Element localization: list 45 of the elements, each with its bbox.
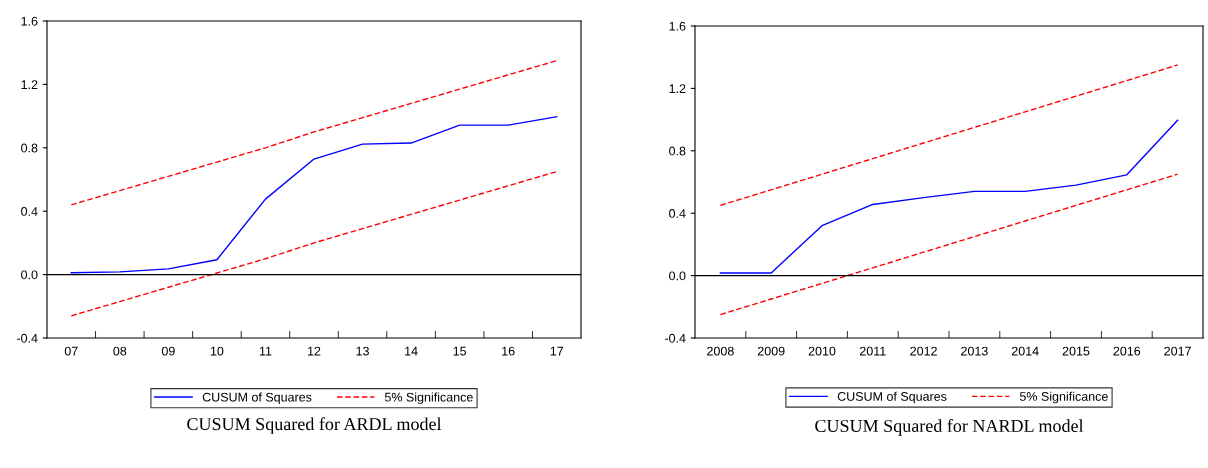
line-series [719, 173, 1179, 316]
line-series [70, 116, 558, 274]
y-tick-label: 1.6 [21, 16, 38, 26]
x-tick-label: 2008 [707, 346, 734, 356]
x-tick-label: 15 [453, 346, 467, 356]
x-tick-label: 2017 [1164, 346, 1191, 356]
line-series [70, 170, 558, 317]
y-tick-label: 0.4 [21, 207, 38, 216]
x-tick-label: 17 [550, 346, 564, 356]
line-series [70, 59, 558, 206]
text: CUSUM Squared for ARDL model [187, 417, 442, 434]
text: CUSUM Squared for NARDL model [815, 419, 1084, 436]
x-tick-label: 07 [64, 346, 78, 356]
legend-label: 5% Significance [1019, 391, 1108, 404]
x-tick-label: 08 [113, 346, 127, 356]
x-tick-label: 14 [405, 346, 418, 356]
legend-label: CUSUM of Squares [837, 391, 947, 404]
legend-label: CUSUM of Squares [202, 392, 312, 405]
y-tick-label: 0.0 [669, 271, 686, 281]
line-series [719, 64, 1179, 207]
x-tick-label: 10 [210, 346, 224, 356]
y-tick-label: 0.8 [669, 146, 686, 156]
y-tick-label: 1.6 [669, 21, 686, 31]
y-tick-label: 0.4 [669, 209, 686, 218]
x-tick-label: 2011 [859, 346, 886, 356]
y-tick-label: 1.2 [21, 80, 38, 89]
y-tick-label: 1.2 [669, 84, 686, 93]
x-tick-label: 09 [161, 346, 175, 356]
x-tick-label: 11 [259, 346, 272, 356]
x-tick-label: 2009 [757, 346, 785, 356]
x-tick-label: 16 [502, 346, 515, 356]
x-tick-label: 13 [356, 346, 369, 356]
y-tick-label: 0.0 [21, 270, 38, 280]
y-tick-label: 0.8 [21, 143, 38, 153]
legend-label: 5% Significance [384, 392, 473, 405]
x-tick-label: 2010 [808, 346, 836, 356]
x-tick-label: 2016 [1113, 346, 1141, 356]
line-series [719, 119, 1179, 274]
x-tick-label: 12 [308, 346, 321, 356]
x-tick-label: 2013 [961, 346, 988, 356]
y-tick-label: -0.4 [664, 333, 686, 343]
y-tick-label: -0.4 [16, 333, 38, 343]
x-tick-label: 2012 [910, 346, 937, 356]
x-tick-label: 2015 [1062, 346, 1090, 356]
x-tick-label: 2014 [1011, 346, 1039, 356]
